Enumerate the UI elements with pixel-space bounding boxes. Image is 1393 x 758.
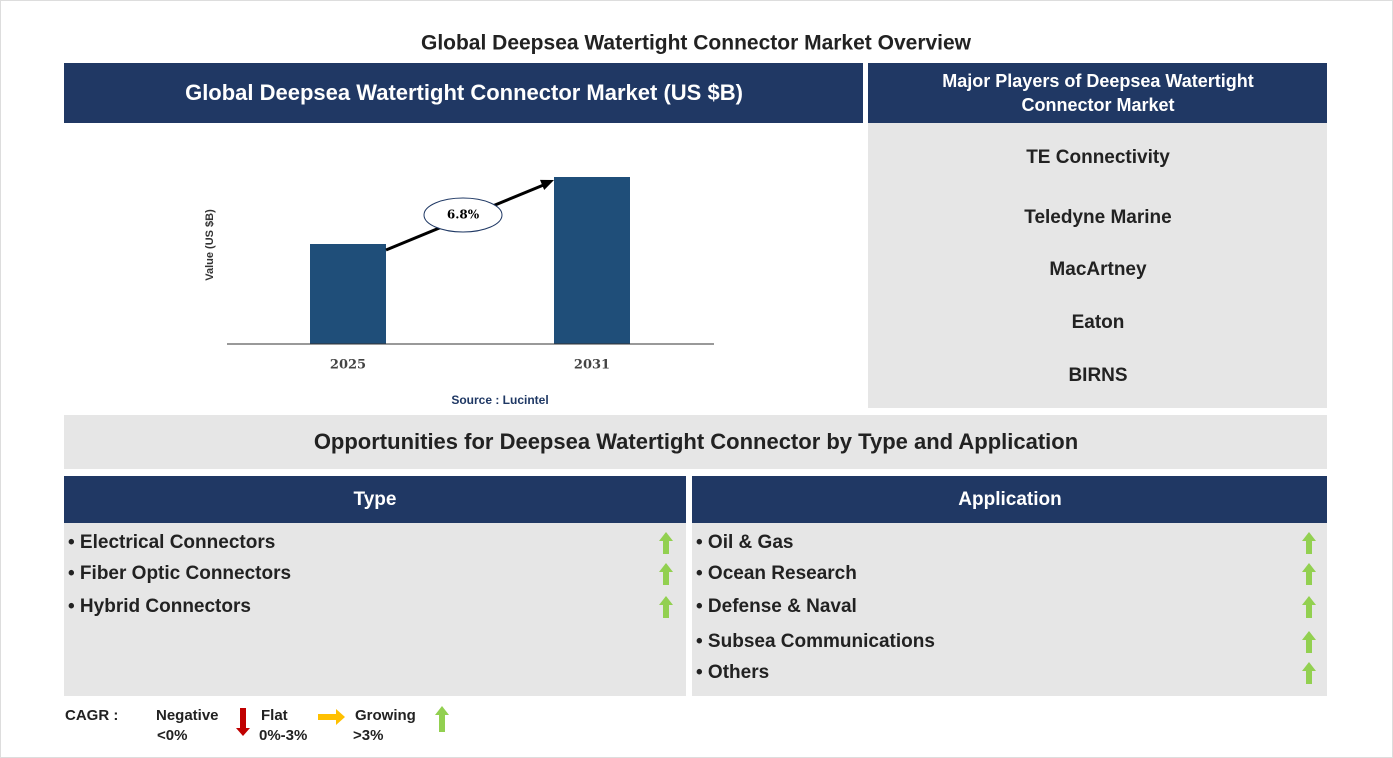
chart-header: Global Deepsea Watertight Connector Mark… bbox=[185, 80, 743, 105]
page-title: Global Deepsea Watertight Connector Mark… bbox=[421, 32, 972, 55]
x-tick-label: 2025 bbox=[330, 358, 366, 373]
legend-label: CAGR : bbox=[65, 707, 118, 724]
type-header: Type bbox=[354, 489, 397, 510]
cagr-label: 6.8% bbox=[447, 208, 480, 222]
chart-header-bg bbox=[64, 63, 863, 123]
cagr-arrowhead bbox=[540, 179, 554, 190]
app-item: • Others bbox=[696, 662, 769, 683]
legend-name: Flat bbox=[261, 707, 288, 724]
legend-name: Growing bbox=[355, 707, 416, 724]
type-item: • Fiber Optic Connectors bbox=[68, 563, 291, 584]
type-bg bbox=[64, 523, 686, 696]
x-tick-label: 2031 bbox=[574, 358, 610, 373]
growth-arrow bbox=[659, 596, 673, 618]
growth-arrow bbox=[1302, 563, 1316, 585]
down-arrow bbox=[236, 708, 250, 736]
players-header: Connector Market bbox=[1021, 95, 1174, 115]
player: Teledyne Marine bbox=[1024, 207, 1171, 228]
growth-arrow bbox=[1302, 662, 1316, 684]
players-bg bbox=[868, 123, 1327, 408]
right-arrow bbox=[318, 709, 345, 725]
app-item: • Subsea Communications bbox=[696, 631, 935, 652]
cagr-bubble bbox=[423, 197, 503, 233]
legend-range: <0% bbox=[157, 727, 187, 744]
legend-range: 0%-3% bbox=[259, 727, 307, 744]
players-header-bg bbox=[868, 63, 1327, 123]
type-item: • Hybrid Connectors bbox=[68, 596, 251, 617]
player: TE Connectivity bbox=[1026, 147, 1170, 168]
up-arrow bbox=[435, 706, 449, 732]
opportunities-bg bbox=[64, 415, 1327, 469]
type-header-bg bbox=[64, 476, 686, 523]
growth-arrow bbox=[659, 563, 673, 585]
bar bbox=[554, 177, 630, 344]
type-item: • Electrical Connectors bbox=[68, 532, 275, 553]
y-axis-label: Value (US $B) bbox=[204, 209, 216, 281]
growth-arrow bbox=[659, 532, 673, 554]
legend-range: >3% bbox=[353, 727, 383, 744]
players-header: Major Players of Deepsea Watertight bbox=[942, 71, 1253, 91]
app-header-bg bbox=[692, 476, 1327, 523]
app-item: • Oil & Gas bbox=[696, 532, 793, 553]
player: MacArtney bbox=[1049, 259, 1147, 280]
app-item: • Ocean Research bbox=[696, 563, 857, 584]
source: Source : Lucintel bbox=[451, 393, 548, 407]
player: BIRNS bbox=[1068, 365, 1127, 386]
opportunities-title: Opportunities for Deepsea Watertight Con… bbox=[314, 429, 1078, 454]
growth-arrow bbox=[1302, 631, 1316, 653]
app-item: • Defense & Naval bbox=[696, 596, 857, 617]
growth-arrow bbox=[1302, 596, 1316, 618]
legend-name: Negative bbox=[156, 707, 219, 724]
player: Eaton bbox=[1072, 312, 1125, 333]
app-bg bbox=[692, 523, 1327, 696]
bar bbox=[310, 244, 386, 344]
growth-arrow bbox=[1302, 532, 1316, 554]
app-header: Application bbox=[958, 489, 1061, 510]
